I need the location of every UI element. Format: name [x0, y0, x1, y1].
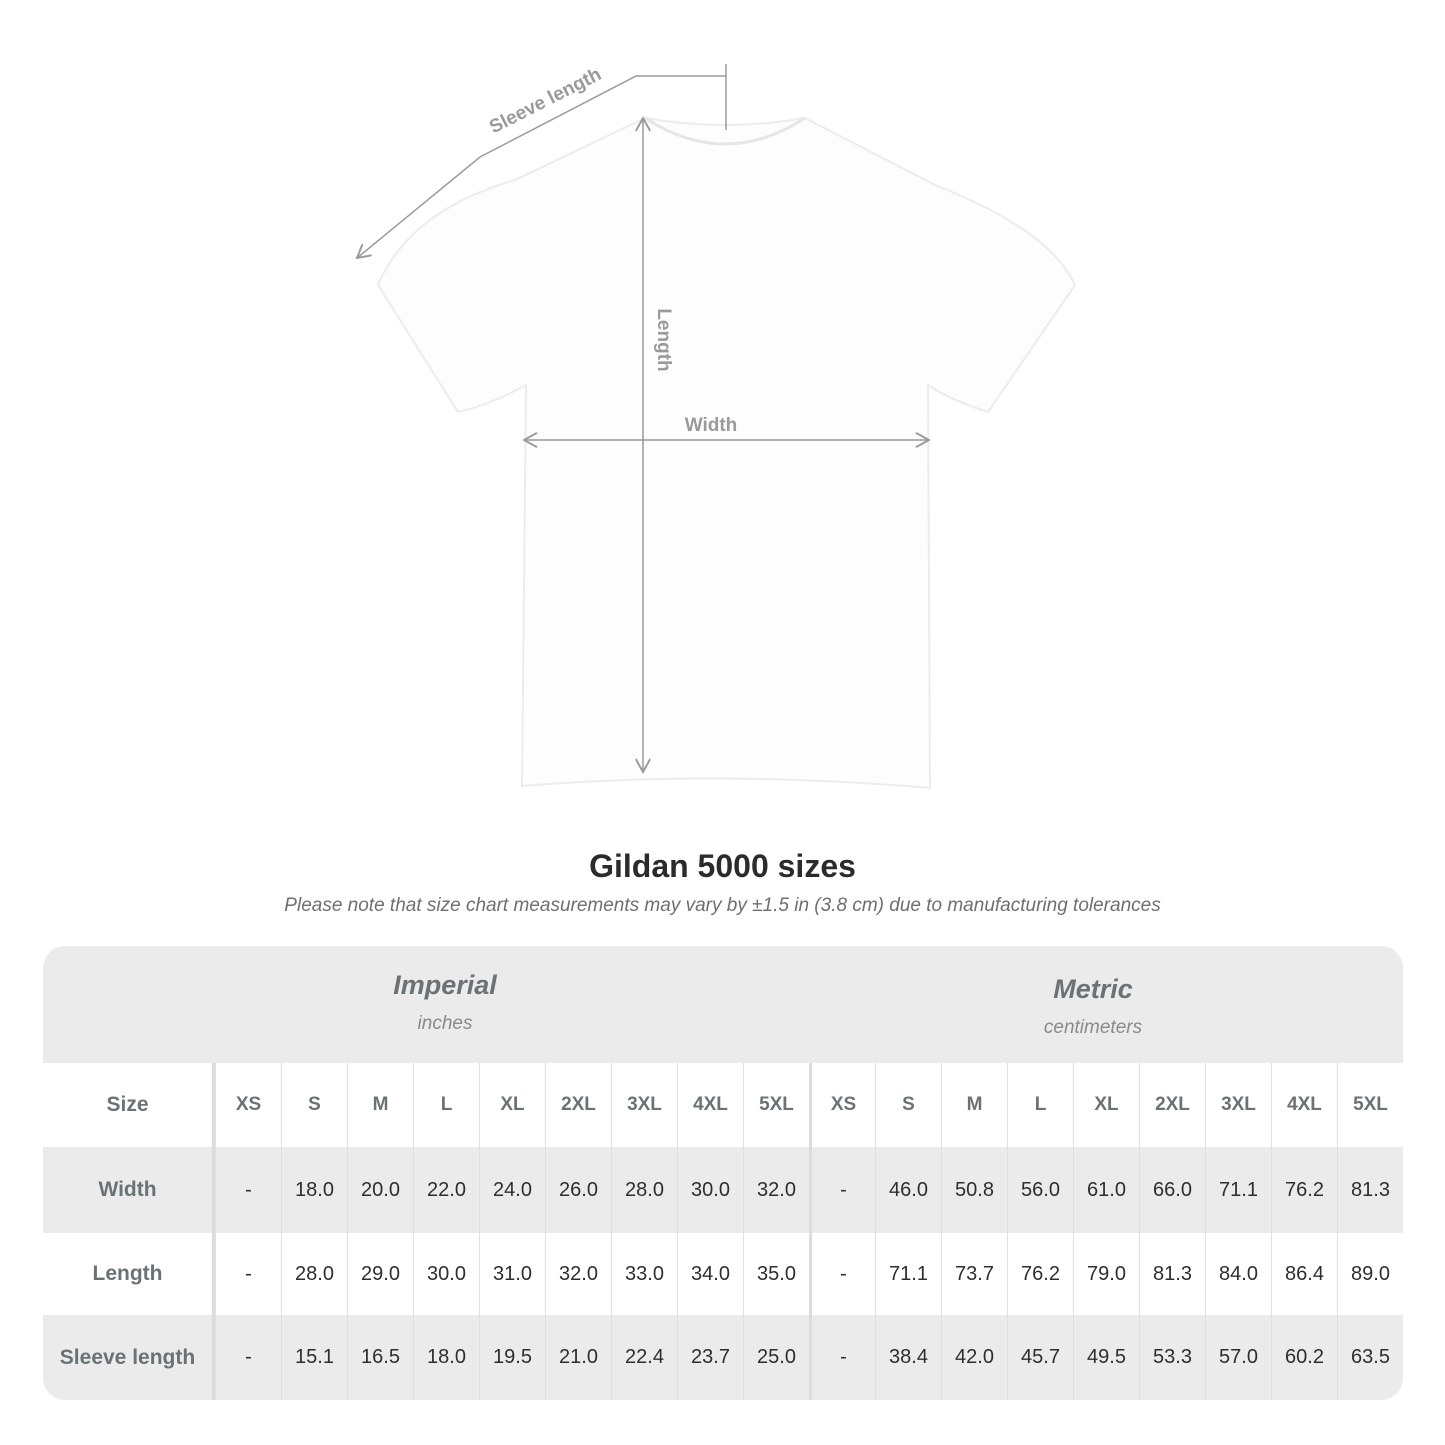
metric-value: 66.0 — [1139, 1147, 1205, 1233]
imperial-size-header: 3XL — [611, 1063, 677, 1147]
imperial-size-header: L — [413, 1063, 479, 1147]
metric-size-header: L — [1007, 1063, 1073, 1147]
metric-value: 84.0 — [1205, 1233, 1271, 1315]
imperial-value: 33.0 — [611, 1233, 677, 1315]
imperial-value: 26.0 — [545, 1147, 611, 1233]
imperial-value: 30.0 — [413, 1233, 479, 1315]
imperial-unit: inches — [417, 1013, 473, 1034]
metric-size-header: S — [875, 1063, 941, 1147]
metric-title: Metric — [1053, 974, 1133, 1004]
size-header-row: Size XS S M L XL 2XL 3XL 4XL 5XL XS S M L XL 2XL 3XL 4XL 5… — [43, 1063, 1403, 1147]
imperial-value: 18.0 — [413, 1315, 479, 1400]
units-header: Imperial inches Metric centimeters — [43, 946, 1403, 1063]
imperial-value: 35.0 — [743, 1233, 809, 1315]
row-label: Sleeve length — [43, 1315, 215, 1400]
imperial-size-header: XL — [479, 1063, 545, 1147]
imperial-value: 34.0 — [677, 1233, 743, 1315]
metric-value: 38.4 — [875, 1315, 941, 1400]
imperial-value: 23.7 — [677, 1315, 743, 1400]
imperial-size-header: M — [347, 1063, 413, 1147]
metric-value: 56.0 — [1007, 1147, 1073, 1233]
row-label: Length — [43, 1233, 215, 1315]
imperial-value: 22.0 — [413, 1147, 479, 1233]
metric-size-header: M — [941, 1063, 1007, 1147]
imperial-size-header: XS — [215, 1063, 281, 1147]
imperial-value: - — [215, 1147, 281, 1233]
metric-value: 71.1 — [1205, 1147, 1271, 1233]
metric-value: 45.7 — [1007, 1315, 1073, 1400]
metric-value: 61.0 — [1073, 1147, 1139, 1233]
tshirt-shape — [376, 116, 1077, 790]
imperial-title: Imperial — [393, 970, 497, 1000]
metric-value: - — [809, 1233, 875, 1315]
imperial-value: 29.0 — [347, 1233, 413, 1315]
metric-unit: centimeters — [1043, 1017, 1143, 1038]
metric-value: 86.4 — [1271, 1233, 1337, 1315]
metric-value: - — [809, 1147, 875, 1233]
metric-value: 76.2 — [1271, 1147, 1337, 1233]
metric-value: 60.2 — [1271, 1315, 1337, 1400]
metric-size-header: 3XL — [1205, 1063, 1271, 1147]
metric-value: 81.3 — [1139, 1233, 1205, 1315]
metric-value: 42.0 — [941, 1315, 1007, 1400]
imperial-value: 28.0 — [611, 1147, 677, 1233]
imperial-size-header: S — [281, 1063, 347, 1147]
imperial-value: 19.5 — [479, 1315, 545, 1400]
imperial-value: 25.0 — [743, 1315, 809, 1400]
metric-value: 89.0 — [1337, 1233, 1403, 1315]
metric-value: 73.7 — [941, 1233, 1007, 1315]
imperial-value: 18.0 — [281, 1147, 347, 1233]
table-row: Width -18.0 20.0 22.0 24.0 26.0 28.0 30.0 32.0-4… — [43, 1147, 1403, 1233]
metric-value: 49.5 — [1073, 1315, 1139, 1400]
imperial-size-header: 5XL — [743, 1063, 809, 1147]
imperial-value: 30.0 — [677, 1147, 743, 1233]
tshirt-diagram: Sleeve length Length Width — [0, 64, 1077, 790]
metric-value: 79.0 — [1073, 1233, 1139, 1315]
metric-size-header: 4XL — [1271, 1063, 1337, 1147]
table-row: Length -28.0 29.0 30.0 31.0 32.0 33.0 34.0 35.0-… — [43, 1233, 1403, 1315]
metric-value: 50.8 — [941, 1147, 1007, 1233]
imperial-value: 22.4 — [611, 1315, 677, 1400]
metric-size-header: XL — [1073, 1063, 1139, 1147]
metric-value: 81.3 — [1337, 1147, 1403, 1233]
page-title: Gildan 5000 sizes — [589, 848, 856, 884]
table-row: Sleeve length -15.1 16.5 18.0 19.5 21.0 22.4 23… — [43, 1315, 1403, 1400]
imperial-value: 15.1 — [281, 1315, 347, 1400]
metric-value: - — [809, 1315, 875, 1400]
metric-value: 53.3 — [1139, 1315, 1205, 1400]
imperial-size-header: 2XL — [545, 1063, 611, 1147]
imperial-value: 24.0 — [479, 1147, 545, 1233]
metric-size-header: 5XL — [1337, 1063, 1403, 1147]
imperial-value: 32.0 — [743, 1147, 809, 1233]
length-label: Length — [653, 308, 674, 371]
tolerance-note: Please note that size chart measurements… — [284, 895, 1161, 916]
imperial-value: 31.0 — [479, 1233, 545, 1315]
row-label: Width — [43, 1147, 215, 1233]
metric-header: Metric centimeters — [893, 974, 1293, 1039]
metric-value: 71.1 — [875, 1233, 941, 1315]
imperial-value: 20.0 — [347, 1147, 413, 1233]
sleeve-measure-line — [357, 75, 726, 258]
imperial-value: 16.5 — [347, 1315, 413, 1400]
imperial-header: Imperial inches — [245, 970, 645, 1035]
width-label: Width — [685, 415, 738, 436]
size-label: Size — [43, 1063, 215, 1147]
imperial-value: 28.0 — [281, 1233, 347, 1315]
imperial-value: - — [215, 1315, 281, 1400]
metric-size-header: 2XL — [1139, 1063, 1205, 1147]
imperial-value: - — [215, 1233, 281, 1315]
metric-value: 57.0 — [1205, 1315, 1271, 1400]
metric-size-header: XS — [809, 1063, 875, 1147]
metric-value: 63.5 — [1337, 1315, 1403, 1400]
imperial-size-header: 4XL — [677, 1063, 743, 1147]
size-table: Imperial inches Metric centimeters Size X… — [43, 946, 1403, 1400]
metric-value: 76.2 — [1007, 1233, 1073, 1315]
metric-value: 46.0 — [875, 1147, 941, 1233]
imperial-value: 21.0 — [545, 1315, 611, 1400]
imperial-value: 32.0 — [545, 1233, 611, 1315]
